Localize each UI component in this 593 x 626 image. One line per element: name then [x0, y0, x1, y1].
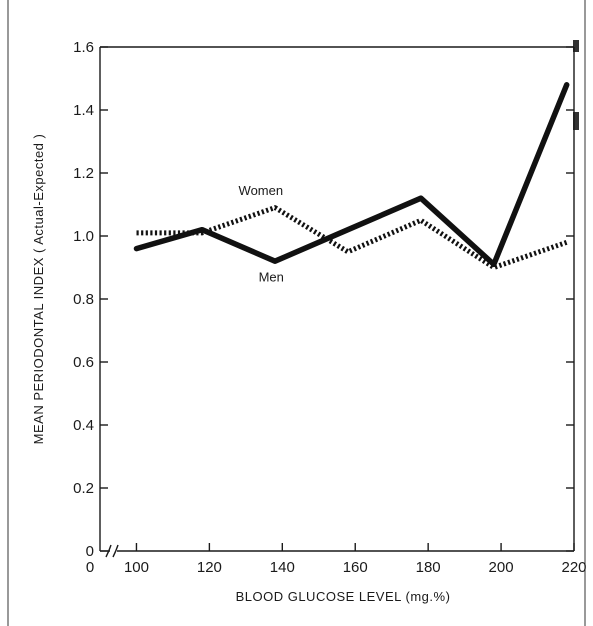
y-axis: 0 0.2 0.4 0.6 0.8 1.0 1.2 1.4 1.6 [73, 39, 574, 560]
series-line-women [136, 205, 568, 270]
x-axis: 100 120 140 160 180 200 220 0 [86, 543, 587, 576]
y-tick-label: 1.6 [73, 39, 94, 56]
y-tick-label: 0.4 [73, 417, 94, 434]
y-tick-label: 1.4 [73, 102, 94, 119]
x-tick-label: 140 [270, 559, 295, 576]
x-axis-title: BLOOD GLUCOSE LEVEL (mg.%) [236, 589, 451, 604]
series-line-men [133, 82, 570, 268]
x-origin-label: 0 [86, 559, 94, 576]
x-tick-label: 220 [561, 559, 586, 576]
y-tick-label: 1.2 [73, 165, 94, 182]
y-tick-label: 0.8 [73, 291, 94, 308]
y-axis-title: MEAN PERIODONTAL INDEX ( Actual-Expected… [31, 134, 46, 445]
y-tick-label: 0.2 [73, 480, 94, 497]
x-tick-label: 200 [489, 559, 514, 576]
y-tick-label: 1.0 [73, 228, 94, 245]
y-tick-label: 0.6 [73, 354, 94, 371]
series-layer [133, 82, 570, 270]
x-tick-label: 180 [416, 559, 441, 576]
series-label-men: Men [259, 270, 284, 285]
x-tick-label: 120 [197, 559, 222, 576]
axis-break-mark [112, 544, 119, 558]
x-tick-label: 100 [124, 559, 149, 576]
series-label-women: Women [239, 183, 284, 198]
scan-artifact [573, 40, 579, 52]
axis-break-mark [105, 544, 112, 558]
scan-artifact [573, 112, 579, 130]
x-tick-label: 160 [343, 559, 368, 576]
y-tick-label: 0 [86, 543, 94, 560]
